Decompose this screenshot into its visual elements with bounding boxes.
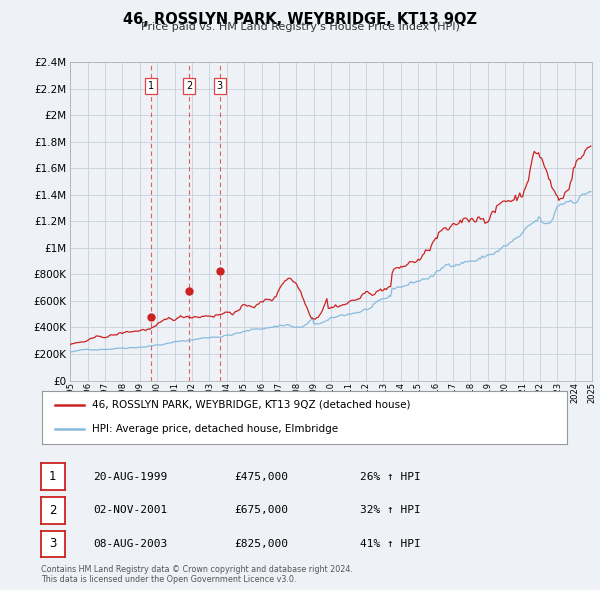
Text: 41% ↑ HPI: 41% ↑ HPI bbox=[360, 539, 421, 549]
Text: 1: 1 bbox=[49, 470, 56, 483]
Text: Price paid vs. HM Land Registry's House Price Index (HPI): Price paid vs. HM Land Registry's House … bbox=[140, 22, 460, 32]
Text: 20-AUG-1999: 20-AUG-1999 bbox=[93, 472, 167, 481]
Text: 02-NOV-2001: 02-NOV-2001 bbox=[93, 506, 167, 515]
Text: 1: 1 bbox=[148, 81, 154, 91]
Text: HPI: Average price, detached house, Elmbridge: HPI: Average price, detached house, Elmb… bbox=[92, 424, 338, 434]
Text: £825,000: £825,000 bbox=[234, 539, 288, 549]
Text: This data is licensed under the Open Government Licence v3.0.: This data is licensed under the Open Gov… bbox=[41, 575, 296, 584]
Text: 2: 2 bbox=[49, 504, 56, 517]
Text: 3: 3 bbox=[217, 81, 223, 91]
Text: £675,000: £675,000 bbox=[234, 506, 288, 515]
Text: 32% ↑ HPI: 32% ↑ HPI bbox=[360, 506, 421, 515]
Text: 3: 3 bbox=[49, 537, 56, 550]
Text: 46, ROSSLYN PARK, WEYBRIDGE, KT13 9QZ (detached house): 46, ROSSLYN PARK, WEYBRIDGE, KT13 9QZ (d… bbox=[92, 400, 410, 410]
Text: Contains HM Land Registry data © Crown copyright and database right 2024.: Contains HM Land Registry data © Crown c… bbox=[41, 565, 353, 574]
Text: 08-AUG-2003: 08-AUG-2003 bbox=[93, 539, 167, 549]
Text: 2: 2 bbox=[186, 81, 193, 91]
Text: £475,000: £475,000 bbox=[234, 472, 288, 481]
Text: 26% ↑ HPI: 26% ↑ HPI bbox=[360, 472, 421, 481]
Text: 46, ROSSLYN PARK, WEYBRIDGE, KT13 9QZ: 46, ROSSLYN PARK, WEYBRIDGE, KT13 9QZ bbox=[123, 12, 477, 27]
